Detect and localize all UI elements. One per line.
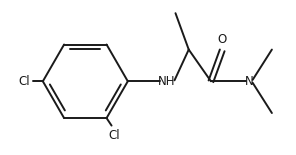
- Text: NH: NH: [158, 75, 175, 88]
- Text: O: O: [218, 33, 227, 46]
- Text: N: N: [245, 75, 254, 88]
- Text: Cl: Cl: [108, 129, 120, 142]
- Text: Cl: Cl: [19, 75, 30, 88]
